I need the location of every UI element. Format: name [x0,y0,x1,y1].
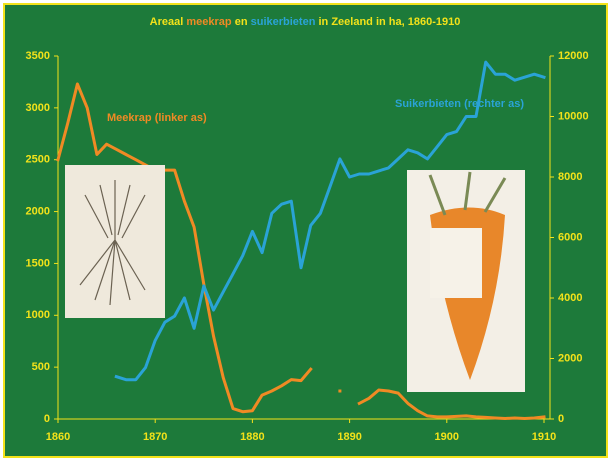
y-tick-label: 3000 [26,102,50,114]
y-tick-label: 500 [32,361,50,373]
x-tick-label: 1860 [46,431,70,443]
series-label: Suikerbieten (rechter as) [395,98,524,110]
title-part: en [235,16,248,28]
chart-title: Areaal meekrap en suikerbieten in Zeelan… [150,16,461,28]
y-tick-label: 2000 [26,205,50,217]
x-tick-label: 1870 [143,431,167,443]
title-part: meekrap [186,16,232,28]
title-part: suikerbieten [251,16,316,28]
title-part: Areaal [150,16,184,28]
title-part: in Zeeland in ha, 1860-1910 [318,16,460,28]
series-label: Meekrap (linker as) [107,112,207,124]
y2-tick-label: 2000 [558,352,582,364]
y-tick-label: 1000 [26,309,50,321]
y2-tick-label: 10000 [558,110,589,122]
series-line [114,60,546,382]
x-tick-label: 1880 [240,431,264,443]
y2-tick-label: 12000 [558,50,589,62]
y2-tick-label: 0 [558,413,564,425]
x-tick-label: 1890 [337,431,361,443]
y2-tick-label: 4000 [558,292,582,304]
x-tick-label: 1910 [532,431,556,443]
y-tick-label: 1500 [26,257,50,269]
y2-tick-label: 6000 [558,231,582,243]
y-tick-label: 2500 [26,154,50,166]
series-line [56,82,546,420]
x-tick-label: 1900 [435,431,459,443]
madder-illustration [65,165,165,318]
y-tick-label: 0 [44,413,50,425]
sugar-beet-illustration [407,170,525,392]
y2-tick-label: 8000 [558,171,582,183]
y-tick-label: 3500 [26,50,50,62]
